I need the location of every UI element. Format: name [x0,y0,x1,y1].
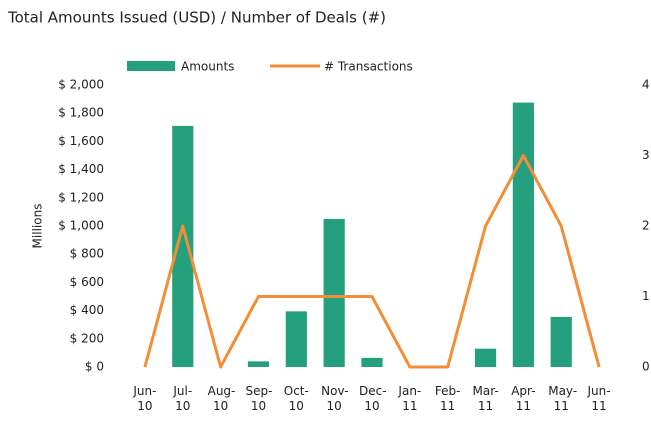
line [143,154,601,369]
y2-tick-label: 3 [642,148,650,162]
bar [474,348,497,367]
x-tick-label: Jun-10 [133,384,157,413]
x-tick-label: Oct-10 [283,384,309,413]
bar [361,357,383,367]
bar [550,316,572,367]
legend-swatch [127,61,175,71]
y2-tick-label: 2 [642,219,650,233]
y-tick-label: $ 400 [70,303,104,317]
bar [512,102,534,367]
y2-tick-label: 1 [642,289,650,303]
x-tick-label: Jul-10 [173,384,193,413]
y-tick-label: $ 0 [85,360,104,374]
y-tick-label: $ 1,400 [58,162,104,176]
y-tick-label: $ 1,000 [58,219,104,233]
y-tick-label: $ 2,000 [58,78,104,92]
bar [172,125,194,367]
legend-label: # Transactions [324,60,413,74]
chart-title: Total Amounts Issued (USD) / Number of D… [7,9,386,27]
x-tick-label: Feb-11 [434,384,461,413]
x-tick-label: Jun-11 [587,384,611,413]
x-tick-label: Dec-10 [359,384,387,413]
legend-label: Amounts [181,60,234,74]
x-tick-label: Sep-10 [245,384,273,413]
y2-tick-label: 0 [642,360,650,374]
y-tick-label: $ 1,800 [58,106,104,120]
x-tick-label: Apr-11 [511,384,536,413]
y-tick-label: $ 600 [70,275,104,289]
bar [323,218,345,367]
x-tick-label: Mar-11 [472,384,499,413]
bar [247,361,270,367]
y-tick-label: $ 800 [70,247,104,261]
y-axis-label: Millions [31,204,45,249]
bar [285,311,307,367]
x-tick-label: Aug-10 [207,384,236,413]
x-tick-label: May-11 [548,384,578,413]
y-tick-label: $ 1,200 [58,190,104,204]
x-tick-label: Nov-10 [321,384,349,413]
y2-tick-label: 4 [642,78,650,92]
y-tick-label: $ 200 [70,331,104,345]
x-tick-label: Jan-11 [398,384,422,413]
y-tick-label: $ 1,600 [58,134,104,148]
